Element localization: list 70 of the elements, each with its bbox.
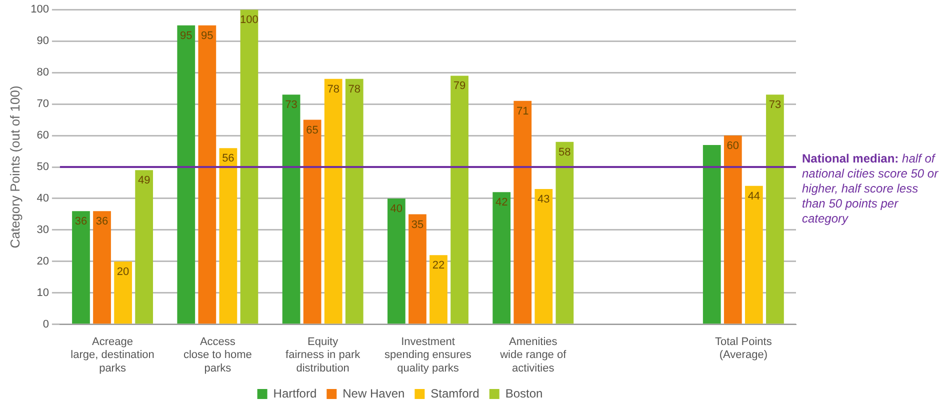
- bar: [450, 76, 468, 324]
- bar: [198, 25, 216, 324]
- bar: [745, 186, 763, 324]
- bar: [240, 10, 258, 324]
- bar: [702, 144, 721, 324]
- bar: [93, 211, 111, 324]
- bar: [387, 198, 406, 324]
- data-label: 60: [726, 140, 740, 152]
- legend-label: New Haven: [342, 386, 405, 400]
- data-label: 22: [432, 260, 445, 272]
- bar: [177, 25, 196, 324]
- y-tick-label: 10: [36, 286, 49, 299]
- bar: [219, 148, 238, 324]
- bar: [766, 94, 784, 324]
- bar: [282, 94, 300, 324]
- bar: [135, 170, 154, 324]
- bar: [430, 255, 448, 324]
- data-label: 42: [495, 196, 508, 209]
- x-tick-label: Total Points (Average): [714, 336, 772, 362]
- x-tick-label: Investment spending ensures quality parks: [384, 336, 472, 374]
- y-tick-label: 90: [36, 35, 49, 48]
- bar: [324, 78, 342, 324]
- data-label: 100: [240, 14, 258, 26]
- y-tick-label: 100: [30, 4, 49, 16]
- x-tick-label: Access close to home parks: [183, 336, 252, 374]
- data-label: 58: [558, 146, 571, 158]
- legend-label: Hartford: [273, 386, 317, 400]
- text: National median: half of national cities score 50 or higher, half score less than 50 points per category: [802, 151, 938, 226]
- data-label: 56: [222, 152, 234, 165]
- data-label: 73: [285, 99, 298, 112]
- data-label: 40: [390, 203, 403, 216]
- y-tick-label: 60: [36, 130, 49, 142]
- y-tick-label: 0: [42, 318, 49, 330]
- data-label: 65: [306, 124, 318, 136]
- bar: [114, 261, 132, 324]
- data-label: 49: [138, 174, 150, 187]
- data-label: 43: [538, 194, 550, 206]
- bar: [514, 100, 532, 324]
- data-label: 78: [348, 83, 360, 96]
- data-label: 44: [748, 190, 760, 202]
- x-tick-label: Equity fairness in park distribution: [286, 336, 361, 374]
- data-label: 36: [96, 216, 108, 228]
- legend-label: Stamford: [430, 386, 480, 400]
- y-tick-label: 80: [36, 66, 49, 79]
- x-tick-label: Acreage large, destination parks: [70, 336, 154, 374]
- bar: [408, 214, 426, 324]
- data-label: 35: [411, 218, 424, 231]
- y-axis-title: Category Points (out of 100): [7, 86, 22, 248]
- data-label: 78: [327, 83, 340, 96]
- data-label: 79: [453, 80, 466, 92]
- legend-label: Boston: [505, 386, 543, 400]
- bar: [724, 136, 742, 324]
- bar: [345, 78, 364, 324]
- data-label: 36: [74, 216, 88, 228]
- bar: [534, 189, 553, 324]
- data-label: 20: [116, 266, 130, 278]
- bar: [492, 192, 511, 324]
- bar: [72, 211, 90, 324]
- data-label: 95: [201, 30, 214, 42]
- data-label: 71: [516, 105, 529, 118]
- y-tick-label: 20: [36, 255, 49, 268]
- data-label: 95: [180, 30, 192, 42]
- data-label: 73: [768, 99, 782, 112]
- y-tick-label: 40: [36, 192, 49, 205]
- x-tick-label: Amenities wide range of activities: [499, 336, 568, 374]
- y-tick-label: 70: [36, 98, 49, 110]
- y-tick-label: 50: [36, 161, 49, 174]
- bar: [303, 120, 322, 324]
- y-tick-label: 30: [36, 224, 49, 236]
- bar: [556, 142, 574, 324]
